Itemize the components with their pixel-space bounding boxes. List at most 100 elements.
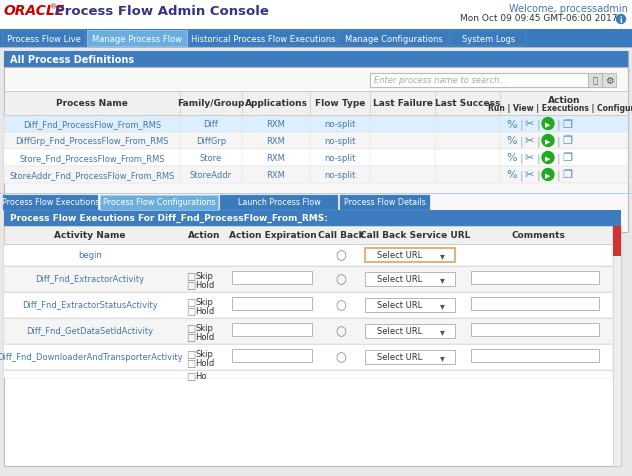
Text: |: |: [520, 153, 524, 163]
Text: Select URL: Select URL: [377, 251, 423, 260]
Bar: [0, 0, 632, 30]
Text: no-split: no-split: [324, 170, 356, 179]
Bar: [451, 31, 526, 47]
Text: ▾: ▾: [440, 275, 445, 284]
Text: □: □: [186, 323, 195, 333]
Bar: [4, 52, 628, 189]
Text: Diff_Fnd_ProcessFlow_From_RMS: Diff_Fnd_ProcessFlow_From_RMS: [23, 120, 161, 129]
Text: Action: Action: [188, 231, 220, 240]
Text: StoreAddr_Fnd_ProcessFlow_From_RMS: StoreAddr_Fnd_ProcessFlow_From_RMS: [9, 170, 174, 179]
Bar: [602, 74, 616, 88]
Text: ❐: ❐: [562, 136, 572, 146]
Circle shape: [542, 135, 554, 147]
Text: □: □: [186, 307, 195, 317]
Text: Hold: Hold: [195, 280, 214, 289]
Text: □: □: [186, 349, 195, 359]
Bar: [0, 194, 632, 195]
Text: DiffGrp: DiffGrp: [196, 137, 226, 146]
Text: □: □: [186, 371, 195, 381]
Text: Family/Group: Family/Group: [178, 99, 245, 108]
Text: |: |: [520, 136, 524, 147]
Text: |: |: [520, 170, 524, 180]
Text: %: %: [506, 119, 516, 129]
Bar: [4, 167, 628, 184]
Text: |: |: [557, 170, 561, 180]
Text: Skip: Skip: [195, 271, 213, 280]
Text: Historical Process Flow Executions: Historical Process Flow Executions: [191, 35, 335, 44]
Bar: [588, 74, 602, 88]
Bar: [4, 52, 628, 68]
Text: ®: ®: [50, 4, 57, 10]
Text: System Logs: System Logs: [462, 35, 515, 44]
Text: DiffGrp_Fnd_ProcessFlow_From_RMS: DiffGrp_Fnd_ProcessFlow_From_RMS: [15, 137, 169, 146]
Circle shape: [616, 15, 626, 24]
Text: ▶: ▶: [545, 156, 550, 162]
Text: StoreAddr: StoreAddr: [190, 170, 232, 179]
Text: ▾: ▾: [440, 352, 445, 362]
Text: Store_Fnd_ProcessFlow_From_RMS: Store_Fnd_ProcessFlow_From_RMS: [19, 154, 165, 163]
Text: RXM: RXM: [267, 137, 286, 146]
Text: |: |: [537, 170, 540, 180]
Bar: [365, 324, 455, 338]
Bar: [0, 48, 632, 49]
Text: ○: ○: [336, 273, 346, 286]
Text: %: %: [506, 170, 516, 180]
Bar: [4, 210, 621, 227]
Text: ▾: ▾: [440, 300, 445, 310]
Text: Ho: Ho: [195, 371, 207, 380]
Text: Process Flow Executions For Diff_Fnd_ProcessFlow_From_RMS:: Process Flow Executions For Diff_Fnd_Pro…: [10, 214, 328, 223]
Text: no-split: no-split: [324, 120, 356, 129]
Bar: [4, 149, 628, 167]
Text: Process Name: Process Name: [56, 99, 128, 108]
Text: ✂: ✂: [525, 119, 535, 129]
Text: %: %: [506, 136, 516, 146]
Bar: [3, 31, 85, 47]
Bar: [370, 74, 588, 88]
Bar: [365, 272, 455, 287]
Text: Process Flow Executions: Process Flow Executions: [2, 198, 99, 207]
Text: ❐: ❐: [562, 119, 572, 129]
Bar: [232, 349, 312, 362]
Bar: [4, 227, 612, 245]
Text: no-split: no-split: [324, 137, 356, 146]
Bar: [4, 318, 612, 344]
Text: Enter process name to search...: Enter process name to search...: [374, 76, 507, 85]
Text: Skip: Skip: [195, 298, 213, 307]
Text: Process Flow Admin Console: Process Flow Admin Console: [55, 5, 269, 18]
Text: Process Flow Live: Process Flow Live: [7, 35, 81, 44]
Bar: [0, 30, 632, 48]
Bar: [339, 31, 449, 47]
Bar: [189, 31, 337, 47]
Text: ▾: ▾: [440, 327, 445, 336]
Bar: [4, 133, 628, 149]
Text: |: |: [557, 119, 561, 129]
Text: RXM: RXM: [267, 120, 286, 129]
Text: ❐: ❐: [562, 153, 572, 163]
Text: Flow Type: Flow Type: [315, 99, 365, 108]
Text: Skip: Skip: [195, 349, 213, 358]
Bar: [365, 350, 455, 364]
Circle shape: [542, 152, 554, 164]
Bar: [471, 323, 599, 336]
Text: Call Back Service URL: Call Back Service URL: [360, 231, 470, 240]
Text: Hold: Hold: [195, 332, 214, 341]
Bar: [100, 196, 218, 210]
Bar: [613, 227, 621, 257]
Bar: [365, 298, 455, 312]
Circle shape: [542, 118, 554, 130]
Text: Skip: Skip: [195, 323, 213, 332]
Bar: [340, 196, 430, 210]
Text: begin: begin: [78, 251, 102, 260]
Text: □: □: [186, 298, 195, 307]
Text: ▶: ▶: [545, 139, 550, 145]
Text: □: □: [186, 332, 195, 342]
Bar: [232, 323, 312, 336]
Bar: [471, 298, 599, 310]
Text: Select URL: Select URL: [377, 301, 423, 310]
Text: Welcome, processadmin: Welcome, processadmin: [509, 4, 628, 14]
Text: ✂: ✂: [525, 136, 535, 146]
Bar: [232, 271, 312, 284]
Text: Action: Action: [548, 96, 580, 105]
Text: |: |: [557, 136, 561, 147]
Text: Launch Process Flow: Launch Process Flow: [238, 198, 320, 207]
